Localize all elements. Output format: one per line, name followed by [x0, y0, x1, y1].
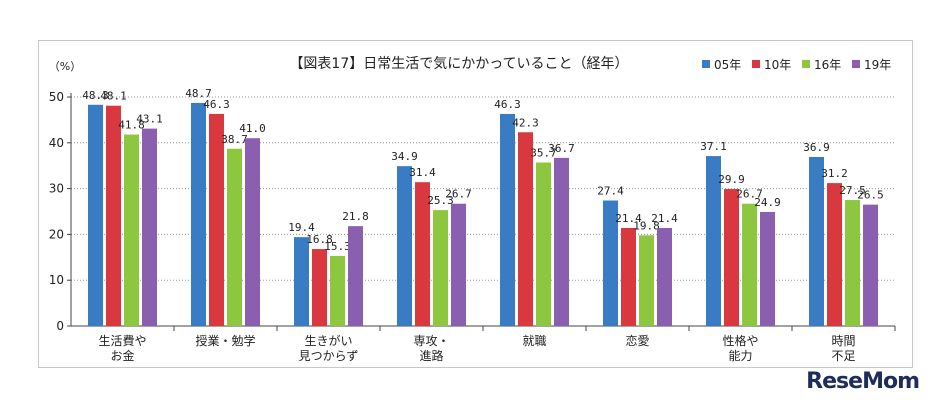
data-label: 48.7 [185, 87, 212, 100]
data-label: 36.7 [548, 142, 575, 155]
legend-label: 16年 [814, 58, 841, 72]
data-label: 16.8 [306, 233, 333, 246]
data-label: 31.2 [821, 167, 848, 180]
y-tick-label: 50 [49, 90, 64, 104]
category-label: 能力 [728, 349, 752, 363]
bar [706, 156, 721, 326]
bar [191, 102, 206, 326]
data-label: 34.9 [391, 150, 418, 163]
data-label: 48.1 [100, 90, 127, 103]
bar [603, 200, 618, 326]
data-label: 48.3 [82, 89, 109, 102]
resemom-logo: Rese Mom [806, 369, 920, 394]
category-label: 専攻・ [413, 334, 449, 348]
category-label: 性格や [722, 333, 758, 348]
bar [827, 183, 842, 326]
bar [500, 113, 515, 326]
bar [742, 203, 757, 326]
bar [433, 210, 448, 326]
data-label: 21.4 [651, 212, 678, 225]
data-label: 27.5 [839, 184, 866, 197]
bar [415, 182, 430, 326]
bar [330, 255, 345, 326]
legend-label: 19年 [864, 58, 891, 72]
bar [724, 189, 739, 326]
category-label: 不足 [831, 349, 855, 363]
data-label: 26.7 [736, 188, 763, 201]
data-label: 31.4 [409, 166, 436, 179]
bar [845, 200, 860, 326]
y-tick-label: 10 [49, 273, 64, 287]
data-label: 38.7 [221, 133, 248, 146]
legend-swatch [852, 60, 860, 68]
category-label: 進路 [419, 348, 443, 363]
bar [397, 166, 412, 326]
category-label: 恋愛 [625, 333, 649, 348]
bar [294, 237, 309, 326]
bar [227, 148, 242, 326]
data-label: 36.9 [803, 141, 830, 154]
bar [245, 138, 260, 326]
category-label: 授業・勉学 [195, 333, 255, 348]
legend-swatch [802, 60, 810, 68]
data-label: 15.3 [324, 240, 351, 253]
bar [312, 249, 327, 326]
y-tick-label: 0 [56, 319, 64, 333]
bar [451, 203, 466, 326]
category-label: 就職 [522, 334, 546, 348]
data-label: 35.7 [530, 146, 557, 159]
data-label: 19.8 [633, 219, 660, 232]
bar [348, 226, 363, 326]
bar [657, 227, 672, 326]
data-label: 46.3 [203, 98, 230, 111]
bar [639, 235, 654, 326]
watermark-part1: Rese [806, 369, 863, 394]
bar [88, 104, 103, 326]
bar [106, 105, 121, 327]
data-label: 24.9 [754, 196, 781, 209]
data-label: 21.8 [342, 210, 369, 223]
data-label: 27.4 [597, 185, 624, 198]
data-label: 21.4 [615, 212, 642, 225]
data-label: 41.0 [239, 122, 266, 135]
data-label: 42.3 [512, 116, 539, 129]
category-label: お金 [110, 348, 134, 363]
legend-label: 05年 [714, 58, 741, 72]
data-label: 25.3 [427, 194, 454, 207]
bar [760, 211, 775, 326]
bar [621, 227, 636, 326]
data-label: 46.3 [494, 98, 521, 111]
watermark-part2: Mom [862, 369, 920, 394]
category-label: 生きがい [304, 333, 352, 348]
data-label: 41.8 [118, 119, 145, 132]
legend-swatch [702, 60, 710, 68]
bar [142, 128, 157, 326]
data-label: 43.1 [136, 113, 163, 126]
chart-title: 【図表17】日常生活で気にかかっていること（経年） [289, 56, 628, 72]
data-label: 26.7 [445, 188, 472, 201]
data-label: 29.9 [718, 173, 745, 186]
bar [536, 162, 551, 326]
category-label: 見つからず [299, 349, 359, 363]
category-label: 生活費や [98, 333, 146, 348]
y-tick-label: 30 [49, 182, 64, 196]
bar [809, 156, 824, 326]
category-label: 時間 [831, 334, 855, 348]
data-label: 19.4 [288, 221, 315, 234]
data-label: 26.5 [857, 189, 884, 202]
bar [554, 157, 569, 326]
bar-chart: 【図表17】日常生活で気にかかっていること（経年） （%） 0 10 20 30 40 50 4… [49, 56, 896, 363]
bar [518, 132, 533, 326]
bar [124, 134, 139, 326]
legend-label: 10年 [764, 58, 791, 72]
legend-swatch [752, 60, 760, 68]
y-unit-label: （%） [49, 60, 81, 73]
chart-frame: 【図表17】日常生活で気にかかっていること（経年） （%） 0 10 20 30 40 50 4… [38, 40, 913, 368]
bar [209, 113, 224, 326]
y-tick-label: 40 [49, 136, 64, 150]
y-tick-label: 20 [49, 227, 64, 241]
bar [863, 204, 878, 326]
data-label: 37.1 [700, 140, 727, 153]
